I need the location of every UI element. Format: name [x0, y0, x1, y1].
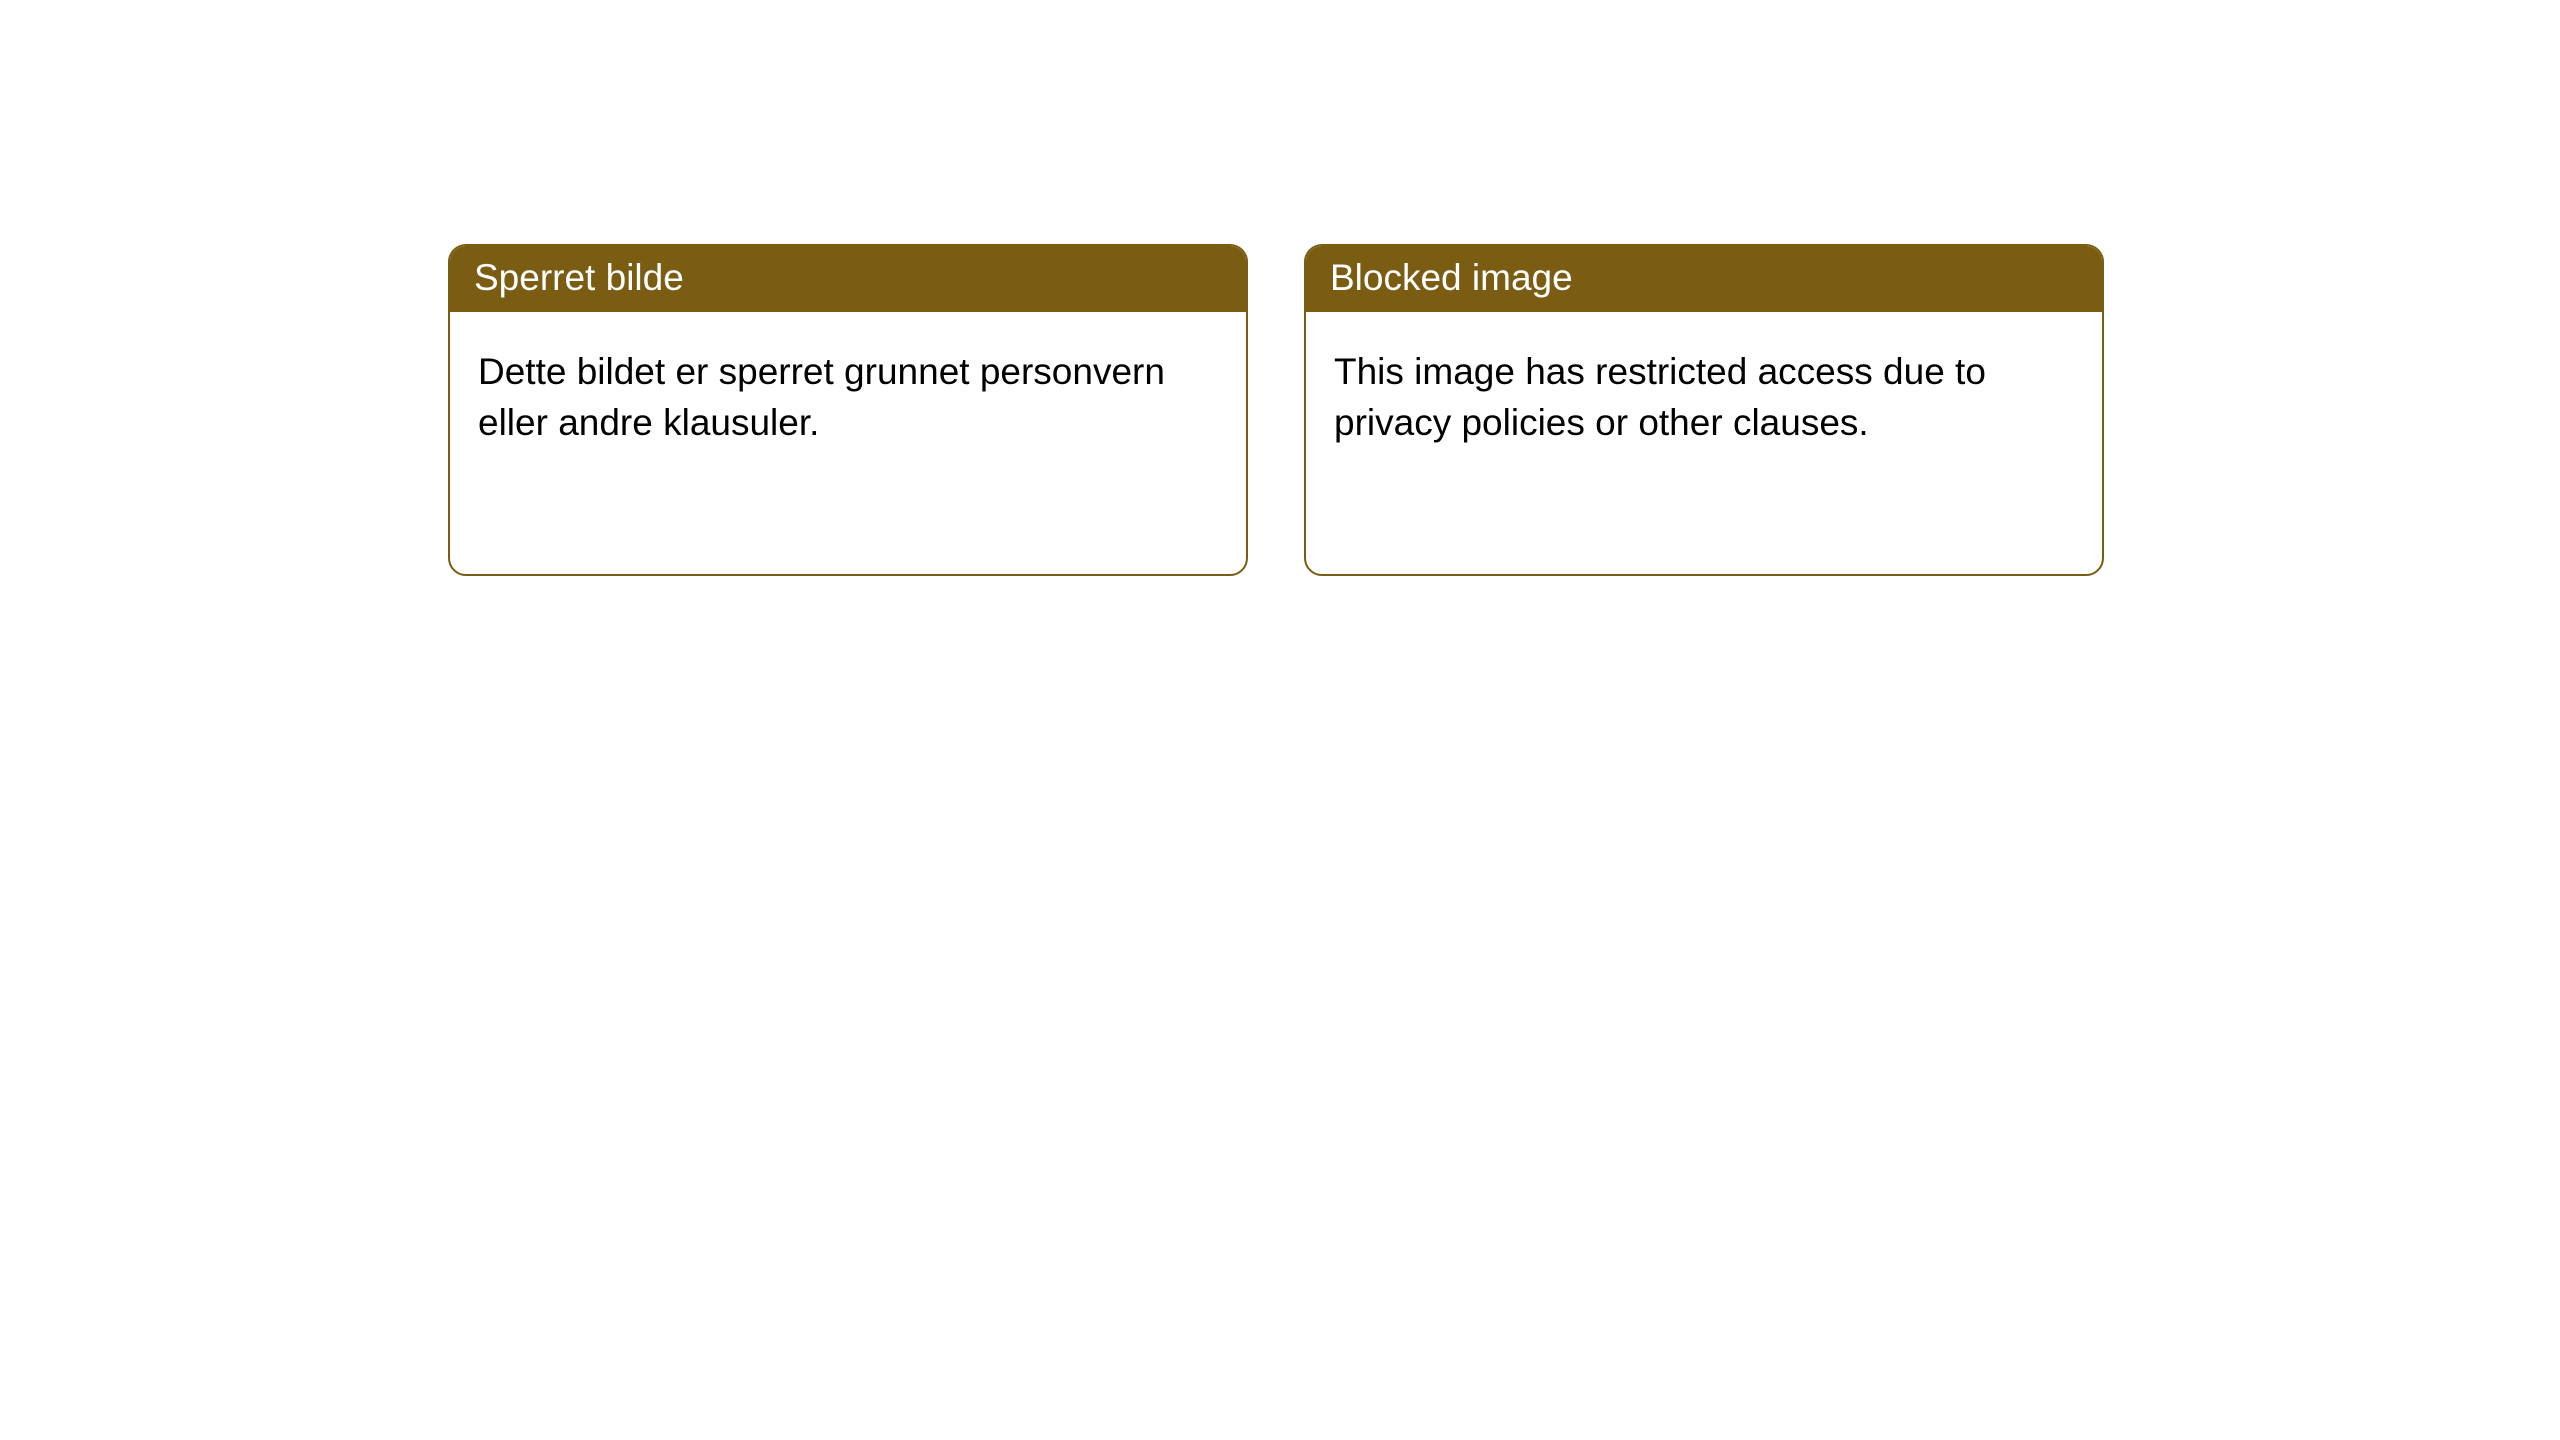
notice-card-no: Sperret bilde Dette bildet er sperret gr…: [448, 244, 1248, 576]
notice-body: Dette bildet er sperret grunnet personve…: [450, 312, 1246, 482]
notice-title: Blocked image: [1306, 246, 2102, 312]
notice-title: Sperret bilde: [450, 246, 1246, 312]
notice-body: This image has restricted access due to …: [1306, 312, 2102, 482]
notice-container: Sperret bilde Dette bildet er sperret gr…: [0, 0, 2560, 576]
notice-card-en: Blocked image This image has restricted …: [1304, 244, 2104, 576]
